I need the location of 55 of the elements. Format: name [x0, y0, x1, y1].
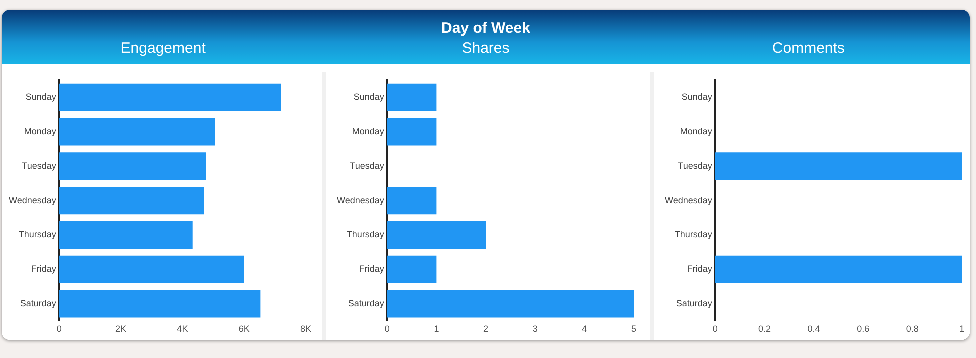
x-tick-label: 6K — [238, 324, 250, 334]
x-tick-label: 2 — [484, 324, 489, 334]
chart-title: Day of Week — [440, 20, 532, 37]
y-tick-label: Thursday — [674, 230, 713, 240]
y-tick-label: Sunday — [26, 92, 57, 102]
x-tick-label: 0.6 — [857, 324, 870, 334]
bar — [59, 187, 204, 215]
x-tick-label: 1 — [959, 324, 965, 334]
y-tick-label: Thursday — [346, 230, 385, 240]
x-tick-label: 4K — [177, 324, 188, 334]
y-tick-label: Tuesday — [678, 160, 713, 171]
x-tick-label: 2K — [116, 324, 127, 334]
x-tick-label: 0.2 — [758, 324, 771, 334]
y-tick-label: Saturday — [348, 298, 385, 308]
x-tick-label: 0 — [56, 324, 62, 334]
bar — [59, 84, 282, 112]
x-tick-label: 0.4 — [808, 324, 820, 334]
bar — [387, 118, 437, 146]
x-tick-label: 0.8 — [906, 324, 919, 334]
bar — [59, 118, 216, 146]
x-tick-label: 3 — [532, 324, 538, 334]
y-tick-label: Monday — [680, 126, 713, 136]
y-tick-label: Monday — [24, 126, 57, 136]
x-tick-label: 0 — [712, 324, 718, 334]
y-tick-label: Saturday — [676, 298, 713, 308]
y-tick-label: Tuesday — [22, 160, 57, 171]
bar — [59, 290, 261, 318]
y-tick-label: Wednesday — [664, 195, 713, 206]
y-tick-label: Friday — [359, 264, 385, 274]
x-tick-label: 5 — [631, 324, 637, 334]
y-tick-label: Sunday — [682, 92, 713, 102]
y-tick-label: Sunday — [354, 92, 385, 102]
bar — [59, 152, 206, 180]
bar — [387, 84, 437, 112]
x-tick-label: 0 — [384, 324, 390, 334]
bar — [59, 256, 244, 284]
y-tick-label: Wednesday — [336, 195, 385, 206]
x-tick-label: 1 — [434, 324, 440, 334]
y-tick-label: Friday — [31, 264, 57, 274]
y-tick-label: Monday — [352, 126, 385, 136]
bar — [387, 187, 437, 215]
x-tick-label: 8K — [300, 324, 312, 334]
chart-subtitle: Comments — [771, 40, 846, 57]
y-tick-label: Tuesday — [350, 160, 385, 171]
chart-subtitle: Shares — [461, 40, 511, 57]
bar — [387, 221, 486, 249]
bar — [387, 256, 437, 284]
x-tick-label: 4 — [582, 324, 588, 334]
y-tick-label: Saturday — [20, 298, 57, 308]
bar — [387, 290, 634, 318]
y-tick-label: Thursday — [18, 230, 57, 240]
bar — [59, 221, 193, 249]
y-tick-label: Wednesday — [8, 195, 57, 206]
chart-subtitle: Engagement — [120, 40, 207, 57]
y-tick-label: Friday — [687, 264, 713, 274]
